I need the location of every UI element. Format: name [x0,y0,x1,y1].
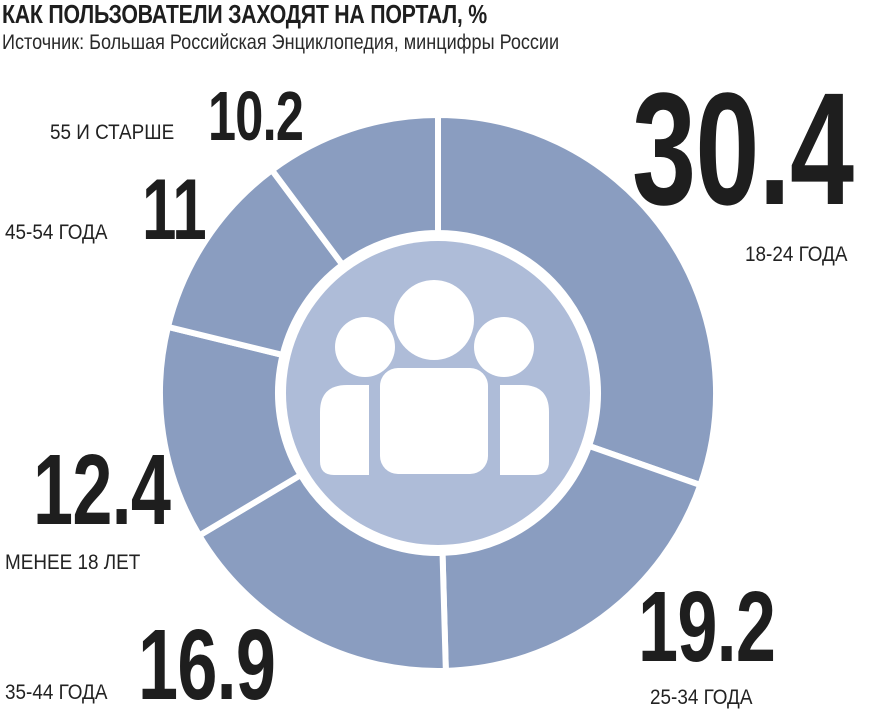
value-label-25-34: 19.2 [638,571,776,683]
donut-slice-1 [439,442,705,674]
donut-slice-0 [435,111,719,489]
donut-slice-5 [267,111,441,269]
chart-source: Источник: Большая Российская Энциклопеди… [2,31,560,54]
category-label-45-54: 45-54 ГОДА [5,221,108,244]
donut-chart [160,111,719,674]
value-label-55-plus: 10.2 [208,77,304,155]
users-group-icon [320,280,549,475]
value-label-35-44: 16.9 [138,609,276,721]
value-label-under-18: 12.4 [33,434,171,546]
chart-title: КАК ПОЛЬЗОВАТЕЛИ ЗАХОДЯТ НА ПОРТАЛ, % [2,0,488,29]
donut-slice-2 [195,470,449,674]
category-label-55-plus: 55 И СТАРШЕ [50,121,175,144]
category-label-under-18: МЕНЕЕ 18 ЛЕТ [5,551,141,574]
category-label-18-24: 18-24 ГОДА [745,243,848,266]
category-label-25-34: 25-34 ГОДА [650,686,753,709]
category-label-35-44: 35-44 ГОДА [5,681,108,704]
value-label-18-24: 30.4 [632,59,854,238]
value-label-45-54: 11 [142,162,207,258]
